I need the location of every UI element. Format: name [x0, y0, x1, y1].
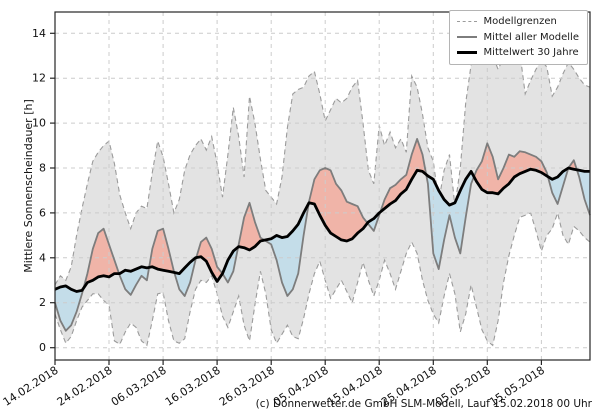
below-normal-fill	[174, 257, 197, 296]
x-tick-label: 06.03.2018	[109, 364, 169, 409]
legend-item-model-range: Modellgrenzen	[456, 16, 579, 28]
legend-label: Mittel aller Modelle	[483, 31, 579, 43]
y-tick-label: 8	[39, 162, 46, 175]
legend-item-30y-mean: Mittelwert 30 Jahre	[456, 47, 579, 59]
y-tick-label: 10	[32, 117, 46, 130]
black-line-sample-icon	[456, 51, 477, 55]
above-normal-fill	[380, 138, 427, 212]
legend-item-model-mean: Mittel aller Modelle	[456, 31, 579, 44]
y-axis-label: Mittlere Sonnenscheindauer [h]	[22, 99, 35, 273]
model-mean-line	[54, 137, 591, 332]
x-tick-label: 24.02.2018	[55, 364, 115, 409]
above-normal-fill	[196, 237, 223, 282]
y-tick-label: 12	[32, 72, 46, 85]
below-normal-fill	[547, 168, 569, 204]
plot-border	[54, 11, 591, 361]
below-normal-fill	[222, 247, 239, 283]
legend-label: Mittelwert 30 Jahre	[483, 47, 579, 58]
above-normal-fill	[238, 202, 265, 250]
above-normal-fill	[473, 143, 548, 194]
copyright-caption: (c) Donnerwetter.de GmbH SLM-Modell, Lau…	[255, 398, 592, 410]
mean-30y-line	[54, 166, 590, 293]
below-normal-fill	[426, 171, 474, 270]
model-range-lower-edge	[54, 210, 591, 347]
y-tick-label: 0	[39, 341, 46, 354]
legend-label: Modellgrenzen	[483, 16, 557, 27]
dashed-line-sample-icon	[456, 21, 477, 23]
x-tick-label: 16.03.2018	[163, 364, 223, 409]
below-normal-fill	[119, 266, 150, 295]
y-tick-label: 6	[39, 206, 46, 219]
y-tick-label: 14	[32, 27, 46, 40]
above-normal-fill	[83, 228, 120, 289]
below-normal-fill	[55, 285, 84, 331]
y-tick-label: 2	[39, 296, 46, 309]
legend: Modellgrenzen Mittel aller Modelle Mitte…	[448, 10, 588, 65]
gray-line-sample-icon	[456, 36, 477, 39]
x-tick-label: 14.02.2018	[1, 364, 61, 409]
above-normal-fill	[308, 168, 368, 241]
y-tick-label: 4	[39, 251, 46, 264]
